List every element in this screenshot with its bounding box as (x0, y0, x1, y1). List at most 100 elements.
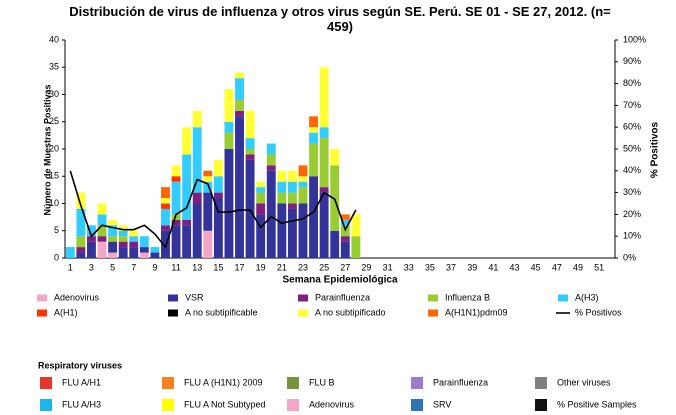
bar-segment (139, 236, 149, 248)
bar-segment (235, 72, 244, 79)
bar-segment (171, 165, 181, 177)
bar-segment (340, 236, 350, 242)
bar-segment (97, 214, 107, 226)
x-tick-label: 3 (89, 262, 94, 272)
bar-segment (192, 110, 202, 128)
legend-label: FLU A/H3 (62, 399, 101, 409)
bar-segment (287, 208, 297, 258)
legend-swatch (40, 377, 52, 389)
bar-segment (340, 219, 350, 226)
legend-title: Respiratory viruses (38, 360, 122, 370)
x-tick-label: 41 (488, 262, 498, 272)
y2-tick-label: 80% (623, 78, 641, 88)
legend-swatch (535, 399, 547, 411)
bar-segment (150, 252, 160, 258)
bar-segment (118, 241, 128, 248)
bar-segment (213, 176, 223, 193)
bar-segment (213, 192, 223, 199)
legend-swatch (162, 377, 174, 389)
bar-segment (129, 230, 139, 237)
legend-label: A(H1N1)pdm09 (445, 307, 508, 317)
bar-segment (76, 252, 86, 258)
legend-swatch (298, 309, 308, 317)
x-tick-label: 29 (361, 262, 371, 272)
bar-segment (97, 225, 107, 237)
bar-segment (287, 170, 297, 182)
bar-segment (319, 127, 329, 139)
bar-segment (97, 203, 107, 215)
bar-segment (256, 181, 266, 188)
bar-segment (161, 208, 170, 226)
legend-swatch (162, 399, 174, 411)
y2-tick-label: 20% (623, 209, 641, 219)
legend-swatch (411, 399, 423, 411)
legend-label: Other viruses (557, 377, 611, 387)
legend-label: Adenovirus (309, 399, 355, 409)
bar-segment (150, 247, 160, 253)
bar-segment (235, 110, 244, 117)
bar-segment (245, 149, 255, 155)
x-tick-label: 27 (340, 262, 350, 272)
bar-segment (245, 138, 255, 149)
legend-label: SRV (433, 399, 451, 409)
bar-segment (256, 187, 266, 193)
bar-segment (203, 230, 213, 258)
bar-segment (298, 165, 308, 177)
x-tick-label: 45 (531, 262, 541, 272)
bar-segment (203, 181, 213, 193)
bar-segment (139, 252, 149, 258)
bar-segment (213, 198, 223, 258)
y2-tick-label: 30% (623, 187, 641, 197)
x-tick-label: 21 (277, 262, 287, 272)
bar-segment (171, 225, 181, 258)
bar-segment (224, 121, 234, 133)
y-tick-label: 40 (49, 34, 59, 44)
bar-segment (235, 78, 244, 100)
bar-segment (118, 230, 128, 237)
x-tick-label: 49 (573, 262, 583, 272)
bar-segment (118, 236, 128, 242)
bar-segment (287, 181, 297, 193)
bar-segment (298, 181, 308, 188)
x-tick-label: 31 (383, 262, 393, 272)
bar-segment (161, 198, 170, 204)
bar-segment (319, 138, 329, 188)
bar-segment (203, 176, 213, 182)
legend-swatch (37, 294, 47, 302)
bar-segment (108, 225, 118, 237)
bar-segment (118, 225, 128, 231)
bar-segment (277, 192, 287, 204)
legend-swatch (287, 399, 299, 411)
bar-segment (309, 127, 318, 133)
legend-label: A(H3) (575, 292, 599, 302)
y2-tick-label: 60% (623, 122, 641, 132)
bar-segment (171, 219, 181, 226)
y-axis-title: Número de Muestras Positivas (42, 84, 52, 215)
bar-segment (309, 116, 318, 128)
bar-segment (224, 132, 234, 149)
legend-swatch (40, 399, 52, 411)
bar-segment (76, 236, 86, 248)
legend-label: FLU A Not Subtyped (184, 399, 266, 409)
bar-segment (330, 149, 340, 166)
legend-label: A(H1) (54, 307, 78, 317)
bar-segment (256, 203, 266, 215)
bar-segment (266, 170, 276, 258)
bar-segment (76, 192, 86, 209)
bar-segment (235, 116, 244, 258)
legend-swatch (558, 294, 568, 302)
legend-label: Parainfluenza (315, 292, 370, 302)
bar-segment (108, 236, 118, 242)
y-tick-label: 35 (49, 62, 59, 72)
x-tick-label: 33 (404, 262, 414, 272)
x-tick-label: 9 (152, 262, 157, 272)
bar-segment (245, 159, 255, 258)
bar-segment (351, 236, 361, 258)
y-tick-label: 30 (49, 89, 59, 99)
y-tick-label: 15 (49, 171, 59, 181)
y-tick-label: 10 (49, 198, 59, 208)
bar-segment (108, 219, 118, 226)
legend-label: % Positive Samples (557, 399, 637, 409)
bar-segment (87, 225, 96, 237)
x-tick-label: 17 (235, 262, 245, 272)
